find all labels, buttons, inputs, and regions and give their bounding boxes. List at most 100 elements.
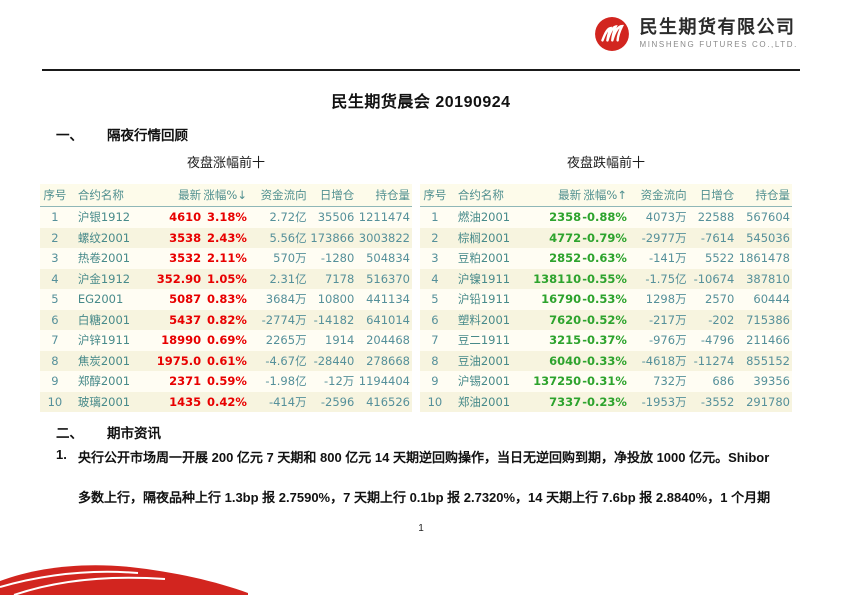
change-pct: -0.63% [582,251,627,266]
last-price: 5087 [169,292,202,307]
row-index: 2 [431,230,439,245]
change-pct: -0.88% [582,210,627,225]
company-name-en: MINSHENG FUTURES CO.,LTD. [639,40,798,49]
open-interest: 60444 [753,292,790,307]
money-flow: -217万 [648,312,687,327]
news-text-line1: 央行公开市场周一开展 200 亿元 7 天期和 800 亿元 14 天期逆回购操… [78,450,770,465]
change-pct: 2.11% [207,251,247,266]
contract-name: 沪银1912 [77,210,131,225]
column-header: 合约名称 [77,188,124,202]
table-header-row: 序号 合约名称 最新 涨幅%↓ 资金流向 日增仓 持仓量 [40,184,412,207]
open-interest: 39356 [753,374,790,389]
last-price: 1975.0 [156,353,202,368]
oi-change: -7614 [700,230,735,245]
row-index: 7 [431,333,439,348]
row-index: 10 [47,394,63,409]
column-header: 日增仓 [699,188,735,202]
oi-change: -11274 [693,353,735,368]
page-number: 1 [418,523,424,534]
oi-change: -3552 [700,394,735,409]
last-price: 5437 [169,312,202,327]
change-pct: 0.83% [207,292,247,307]
table-row: 10 郑油2001 7337 -0.23% -1953万 -3552 291780 [420,391,792,412]
table-row: 3 豆粕2001 2852 -0.63% -141万 5522 1861478 [420,248,792,269]
section-two-index: 二、 [56,426,83,441]
oi-change: 1914 [325,333,355,348]
last-price: 2358 [549,210,582,225]
last-price: 1435 [169,394,202,409]
contract-name: 沪锡2001 [457,374,511,389]
money-flow: -414万 [268,394,307,409]
company-logo-block: 民生期货有限公司 MINSHENG FUTURES CO.,LTD. [594,16,798,52]
section-one-heading: 一、 隔夜行情回顾 [56,124,188,144]
table-body: 1 沪银1912 4610 3.18% 2.72亿 35506 1211474 2 螺纹2001… [40,207,412,412]
contract-name: 玻璃2001 [77,394,131,409]
money-flow: 3684万 [265,292,307,307]
change-pct: 1.05% [207,271,247,286]
table-header-row: 序号 合约名称 最新 涨幅%↑ 资金流向 日增仓 持仓量 [420,184,792,207]
last-price: 4772 [549,230,582,245]
money-flow: 4073万 [645,210,687,225]
open-interest: 855152 [746,353,790,368]
contract-name: 豆粕2001 [457,251,511,266]
oi-change: -14182 [313,312,355,327]
open-interest: 641014 [366,312,410,327]
contract-name: 豆二1911 [457,333,511,348]
money-flow: 2265万 [265,333,307,348]
row-index: 5 [51,292,59,307]
money-flow: -2977万 [641,230,687,245]
change-pct: 0.42% [207,394,247,409]
last-price: 3538 [169,230,202,245]
column-header: 序号 [423,188,447,202]
table-row: 5 EG2001 5087 0.83% 3684万 10800 441134 [40,289,412,310]
table-row: 8 焦炭2001 1975.0 0.61% -4.67亿 -28440 278668 [40,350,412,371]
money-flow: -141万 [648,251,687,266]
logo-text: 民生期货有限公司 MINSHENG FUTURES CO.,LTD. [639,17,798,50]
open-interest: 291780 [746,394,790,409]
money-flow: -4.67亿 [265,353,307,368]
contract-name: 塑料2001 [457,312,511,327]
money-flow: -1.75亿 [645,271,687,286]
table-row: 7 沪锌1911 18990 0.69% 2265万 1914 204468 [40,330,412,351]
contract-name: 沪锌1911 [77,333,131,348]
column-header: 日增仓 [319,188,355,202]
table-row: 1 沪银1912 4610 3.18% 2.72亿 35506 1211474 [40,207,412,228]
money-flow: 732万 [653,374,687,389]
row-index: 3 [431,251,439,266]
oi-change: 22588 [697,210,735,225]
row-index: 9 [51,374,59,389]
footer-swoosh-graphic [0,565,248,595]
open-interest: 278668 [366,353,410,368]
contract-name: 燃油2001 [457,210,511,225]
row-index: 9 [431,374,439,389]
open-interest: 3003822 [358,230,410,245]
oi-change: -28440 [313,353,355,368]
money-flow: -976万 [648,333,687,348]
news-item: 1. 央行公开市场周一开展 200 亿元 7 天期和 800 亿元 14 天期逆… [56,447,796,506]
change-pct: 0.59% [207,374,247,389]
change-pct: -0.37% [582,333,627,348]
table-row: 4 沪镍1911 138110 -0.55% -1.75亿 -10674 387810 [420,268,792,289]
last-price: 352.90 [156,271,202,286]
open-interest: 516370 [366,271,410,286]
open-interest: 545036 [746,230,790,245]
change-pct: -0.52% [582,312,627,327]
column-header: 涨幅%↓ [203,188,247,202]
column-header: 最新 [178,188,202,202]
change-pct: -0.53% [582,292,627,307]
table-row: 7 豆二1911 3215 -0.37% -976万 -4796 211466 [420,330,792,351]
table-row: 5 沪铅1911 16790 -0.53% 1298万 2570 60444 [420,289,792,310]
gainers-table: 序号 合约名称 最新 涨幅%↓ 资金流向 日增仓 持仓量 1 沪银1912 4610 3.18% 2… [40,184,412,412]
open-interest: 715386 [746,312,790,327]
row-index: 1 [431,210,439,225]
section-one-index: 一、 [56,128,83,143]
change-pct: -0.23% [582,394,627,409]
contract-name: 豆油2001 [457,353,511,368]
money-flow: 5.56亿 [269,230,307,245]
last-price: 4610 [169,210,202,225]
open-interest: 416526 [366,394,410,409]
open-interest: 441134 [366,292,410,307]
contract-name: 郑油2001 [457,394,511,409]
change-pct: 3.18% [207,210,247,225]
change-pct: -0.33% [582,353,627,368]
